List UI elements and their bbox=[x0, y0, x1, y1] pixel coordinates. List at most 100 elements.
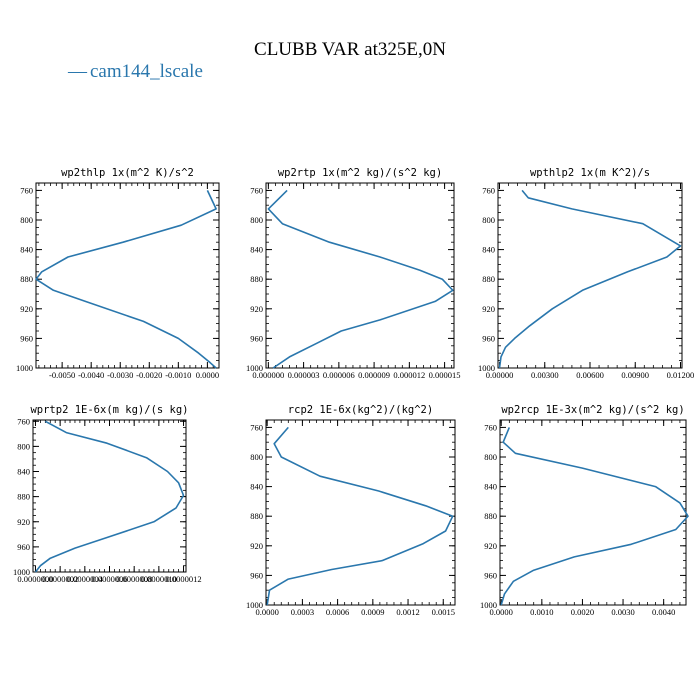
y-tick-label: 960 bbox=[484, 570, 497, 580]
x-tick-label: 0.0010 bbox=[530, 607, 553, 617]
y-tick-label: 840 bbox=[482, 245, 495, 255]
y-tick-label: 840 bbox=[484, 482, 497, 492]
legend-label: cam144_lscale bbox=[90, 61, 203, 82]
legend: — cam144_lscale bbox=[67, 61, 203, 82]
panel-1: wp2thlp 1x(m^2 K)/s^2 760 800 840 880 920 960 1… bbox=[16, 167, 220, 380]
plot-frame bbox=[32, 419, 187, 573]
x-tick-label: 0.0000004 bbox=[67, 574, 104, 584]
plot-frame bbox=[497, 182, 683, 369]
x-tick-label: 0.0000 bbox=[196, 370, 219, 380]
y-tick-label: 920 bbox=[20, 304, 33, 314]
x-tick-label: 0.0015 bbox=[432, 607, 455, 617]
plot-frame bbox=[35, 182, 220, 369]
y-tick-label: 960 bbox=[250, 570, 263, 580]
y-tick-label: 800 bbox=[250, 452, 263, 462]
y-tick-label: 800 bbox=[20, 215, 33, 225]
figure-title: CLUBB VAR at325E,0N bbox=[254, 39, 446, 60]
y-tick-label: 920 bbox=[484, 541, 497, 551]
x-tick-label: 0.0000 bbox=[490, 607, 513, 617]
y-tick-label: 1000 bbox=[246, 600, 263, 610]
y-tick-label: 840 bbox=[20, 245, 33, 255]
x-tick-label: 0.0006 bbox=[326, 607, 349, 617]
y-tick-label: 840 bbox=[250, 245, 263, 255]
y-tick-label: 760 bbox=[484, 422, 497, 432]
legend-line-symbol: — bbox=[67, 61, 88, 82]
y-tick-label: 800 bbox=[17, 441, 30, 451]
panel-title: wpthlp2 1x(m K^2)/s bbox=[530, 167, 650, 179]
x-tick-label: 0.0000002 bbox=[42, 574, 78, 584]
panel-title: wp2thlp 1x(m^2 K)/s^2 bbox=[61, 167, 194, 179]
y-tick-label: 880 bbox=[20, 274, 33, 284]
y-tick-label: 920 bbox=[482, 304, 495, 314]
y-tick-label: 880 bbox=[17, 492, 30, 502]
x-tick-label: 0.000000 bbox=[252, 370, 284, 380]
x-tick-label: 0.0012 bbox=[396, 607, 419, 617]
y-tick-label: 800 bbox=[482, 215, 495, 225]
y-tick-label: 920 bbox=[250, 304, 263, 314]
series-line bbox=[500, 427, 689, 606]
y-tick-label: 880 bbox=[484, 511, 497, 521]
panel-title: rcp2 1E-6x(kg^2)/(kg^2) bbox=[288, 404, 433, 416]
y-tick-label: 760 bbox=[17, 416, 30, 426]
series-line bbox=[267, 189, 454, 369]
series-line bbox=[498, 189, 682, 369]
panel-6: wp2rcp 1E-3x(m^2 kg)/(s^2 kg) 760 800 840 88… bbox=[480, 404, 689, 617]
y-tick-label: 1000 bbox=[13, 567, 30, 577]
x-tick-label: 0.00600 bbox=[576, 370, 604, 380]
x-tick-label: 0.0000006 bbox=[91, 574, 127, 584]
x-tick-label: 0.0020 bbox=[571, 607, 594, 617]
panel-3: wpthlp2 1x(m K^2)/s 760 800 840 880 920 960 100… bbox=[478, 167, 694, 380]
panel-title: wprtp2 1E-6x(m kg)/(s kg) bbox=[30, 404, 188, 416]
x-tick-label: 0.000012 bbox=[393, 370, 425, 380]
plot-frame bbox=[265, 419, 456, 606]
y-tick-label: 800 bbox=[484, 452, 497, 462]
y-tick-label: 960 bbox=[20, 333, 33, 343]
x-tick-label: 0.00300 bbox=[531, 370, 559, 380]
plot-frame bbox=[499, 419, 687, 606]
x-tick-label: -0.0020 bbox=[136, 370, 162, 380]
y-tick-label: 960 bbox=[17, 542, 30, 552]
x-tick-label: 0.0009 bbox=[361, 607, 384, 617]
x-tick-label: 0.01200 bbox=[667, 370, 695, 380]
panel-2: wp2rtp 1x(m^2 kg)/(s^2 kg) 760 800 840 880 92… bbox=[246, 167, 461, 380]
x-tick-label: 0.0000 bbox=[255, 607, 278, 617]
series-line bbox=[266, 426, 454, 606]
y-tick-label: 880 bbox=[250, 274, 263, 284]
x-tick-label: 0.0000000 bbox=[17, 574, 53, 584]
y-tick-label: 920 bbox=[17, 517, 30, 527]
x-tick-label: 0.0000008 bbox=[116, 574, 152, 584]
y-tick-label: 840 bbox=[17, 467, 30, 477]
y-tick-label: 1000 bbox=[16, 363, 33, 373]
y-tick-label: 880 bbox=[250, 511, 263, 521]
x-tick-label: 0.0000012 bbox=[165, 574, 201, 584]
x-tick-label: 0.000006 bbox=[323, 370, 355, 380]
panel-title: wp2rcp 1E-3x(m^2 kg)/(s^2 kg) bbox=[501, 404, 684, 416]
y-tick-label: 760 bbox=[482, 185, 495, 195]
x-tick-label: -0.0030 bbox=[107, 370, 133, 380]
x-tick-label: 0.000009 bbox=[358, 370, 390, 380]
x-tick-label: -0.0010 bbox=[165, 370, 191, 380]
y-tick-label: 960 bbox=[482, 333, 495, 343]
y-tick-label: 760 bbox=[250, 422, 263, 432]
y-tick-label: 920 bbox=[250, 541, 263, 551]
y-tick-label: 1000 bbox=[478, 363, 495, 373]
panel-5: rcp2 1E-6x(kg^2)/(kg^2) 760 800 840 880 920 96… bbox=[246, 404, 456, 617]
y-tick-label: 800 bbox=[250, 215, 263, 225]
series-line bbox=[35, 190, 217, 369]
y-tick-label: 760 bbox=[20, 185, 33, 195]
y-tick-label: 1000 bbox=[246, 363, 263, 373]
panel-4: wprtp2 1E-6x(m kg)/(s kg)760 800 840 880 920… bbox=[13, 404, 202, 584]
y-tick-label: 840 bbox=[250, 482, 263, 492]
x-tick-label: 0.000015 bbox=[429, 370, 461, 380]
x-tick-label: -0.0050 bbox=[49, 370, 75, 380]
x-tick-label: 0.000003 bbox=[288, 370, 320, 380]
y-tick-label: 760 bbox=[250, 185, 263, 195]
panel-title: wp2rtp 1x(m^2 kg)/(s^2 kg) bbox=[278, 167, 442, 179]
x-tick-label: -0.0040 bbox=[78, 370, 104, 380]
y-tick-label: 880 bbox=[482, 274, 495, 284]
x-tick-label: 0.0003 bbox=[291, 607, 314, 617]
x-tick-label: 0.0030 bbox=[611, 607, 634, 617]
panel-grid: wp2thlp 1x(m^2 K)/s^2 760 800 840 880 920 960 1… bbox=[13, 167, 694, 617]
y-tick-label: 1000 bbox=[480, 600, 497, 610]
